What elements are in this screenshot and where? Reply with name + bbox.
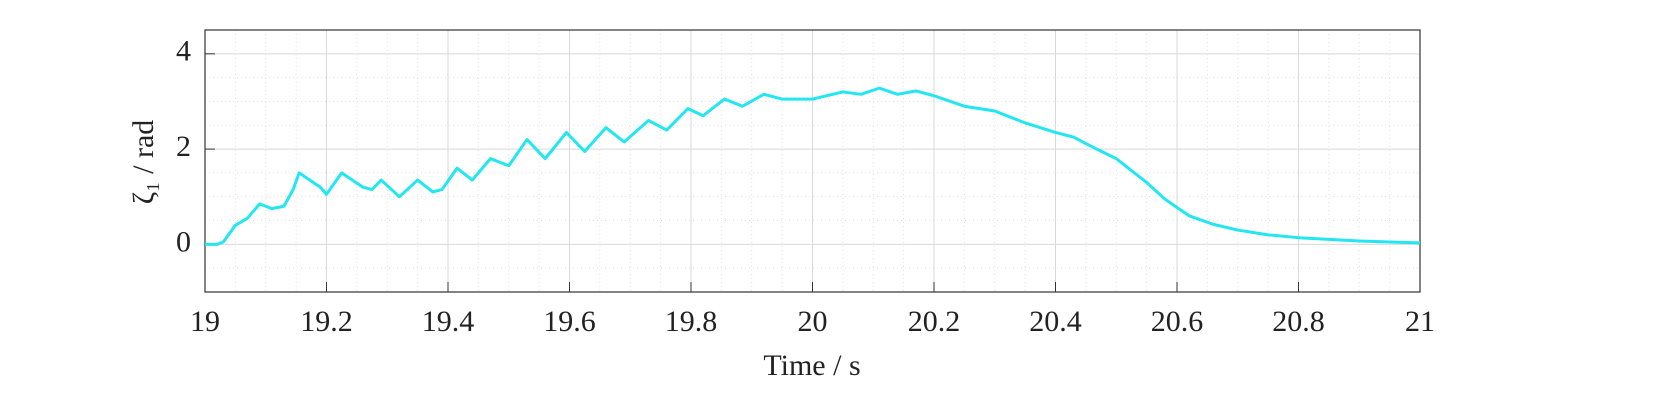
data-line [205,86,1421,246]
x-tick-label: 20.8 [1272,305,1325,338]
x-tick-label: 21 [1405,305,1435,338]
x-tick-label: 19.2 [300,305,353,338]
x-tick-label: 19 [190,305,220,338]
y-axis-label: ζ₁ / rad [127,120,160,205]
x-axis-label: Time / s [763,349,860,382]
plot-frame [204,29,1421,293]
y-tick-label: 4 [176,35,191,68]
x-tick-label: 20.4 [1029,305,1082,338]
x-tick-label: 19.4 [422,305,475,338]
y-tick-label: 0 [176,225,191,258]
x-tick-label: 20 [798,305,828,338]
x-tick-label: 19.6 [543,305,596,338]
x-tick-label: 19.8 [665,305,718,338]
x-tick-label: 20.2 [908,305,961,338]
x-tick-label: 20.6 [1151,305,1204,338]
y-tick-label: 2 [176,130,191,163]
